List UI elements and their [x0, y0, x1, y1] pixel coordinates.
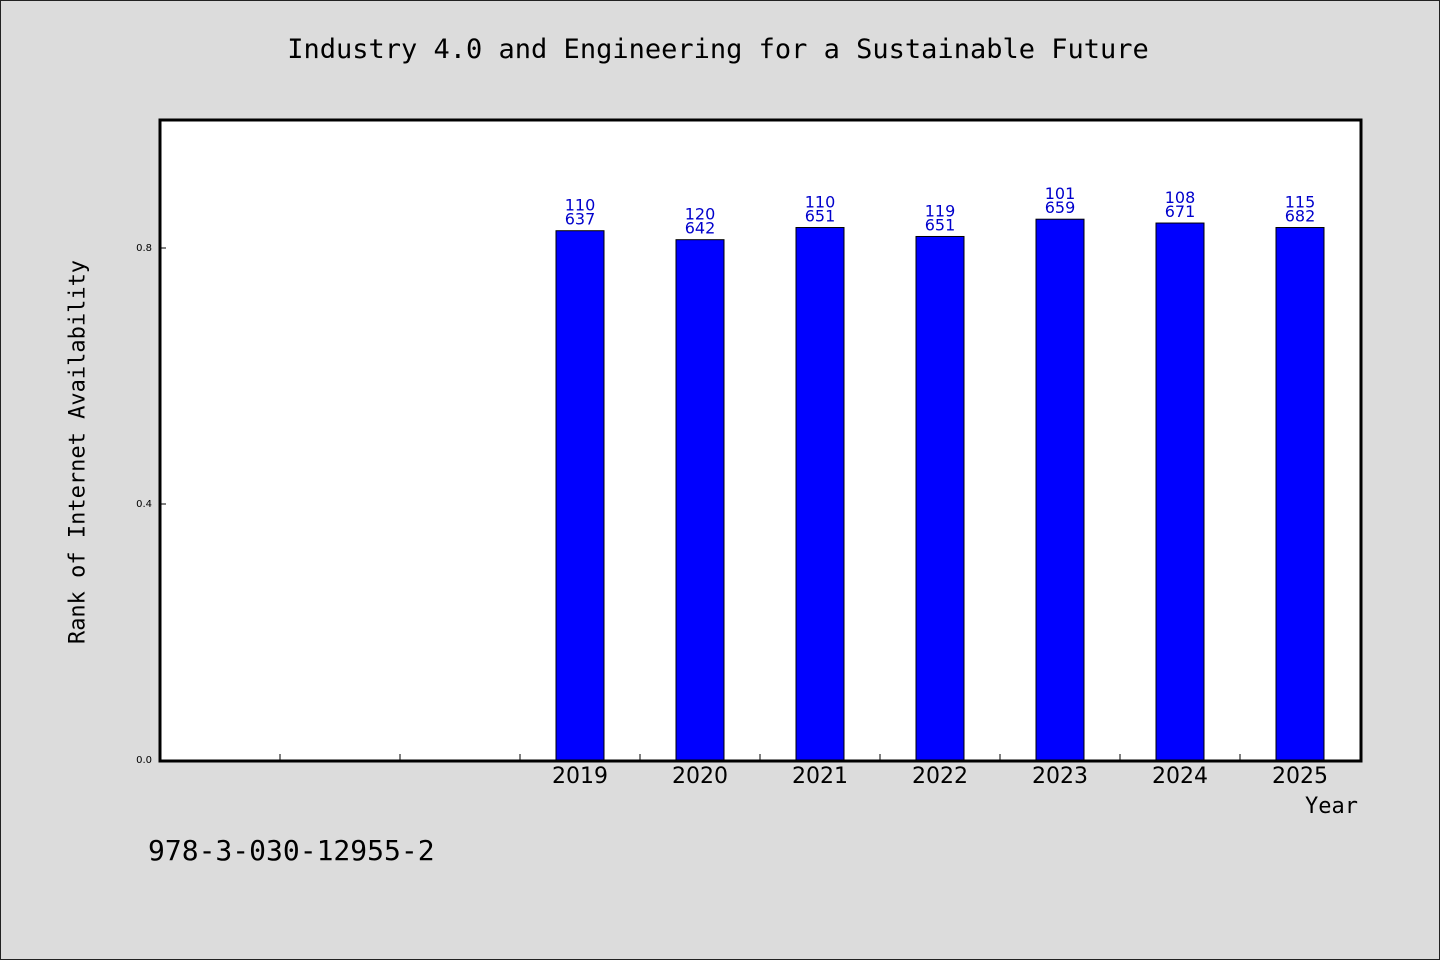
y-tick-label: 0.4 [136, 499, 152, 510]
x-tick-label: 2025 [1272, 764, 1328, 789]
x-tick-label: 2021 [792, 764, 848, 789]
data-label-bottom: 671 [1165, 202, 1196, 221]
bars-group [555, 218, 1325, 761]
x-tick-label: 2022 [912, 764, 968, 789]
data-label-top: 108 [1165, 188, 1196, 207]
x-tick-label: 2023 [1032, 764, 1088, 789]
data-label-bottom: 642 [685, 219, 716, 238]
data-label-bottom: 682 [1285, 207, 1316, 226]
x-tick-label: 2020 [672, 764, 728, 789]
data-label-top: 101 [1045, 184, 1076, 203]
data-label-top: 119 [925, 201, 956, 220]
x-tick-label: 2024 [1152, 764, 1208, 789]
x-tick-label: 2019 [552, 764, 608, 789]
data-label-top: 115 [1285, 193, 1316, 212]
bar-2023 [1035, 218, 1085, 761]
data-label-bottom: 659 [1045, 198, 1076, 217]
data-label-bottom: 637 [565, 210, 596, 229]
y-tick-label: 0.0 [136, 755, 152, 766]
bar-2025 [1275, 227, 1325, 761]
data-label-top: 110 [805, 193, 836, 212]
y-axis-ticks: 0.0 0.4 0.8 [136, 243, 166, 766]
data-label-top: 110 [565, 196, 596, 215]
y-tick-label: 0.8 [136, 243, 152, 254]
data-label-bottom: 651 [805, 207, 836, 226]
bar-2021 [795, 227, 845, 761]
bar-2020 [675, 239, 725, 761]
data-label-bottom: 651 [925, 215, 956, 234]
chart-title: Industry 4.0 and Engineering for a Susta… [287, 34, 1149, 65]
x-axis-label: Year [1305, 794, 1358, 819]
bar-2019 [555, 230, 605, 761]
category-labels-group: 2019 2020 2021 2022 2023 2024 2025 [552, 764, 1328, 789]
isbn-text: 978-3-030-12955-2 [148, 834, 435, 867]
bar-2024 [1155, 222, 1205, 761]
bar-2022 [915, 235, 965, 761]
x-axis-ticks [279, 754, 1361, 760]
data-label-top: 120 [685, 205, 716, 224]
